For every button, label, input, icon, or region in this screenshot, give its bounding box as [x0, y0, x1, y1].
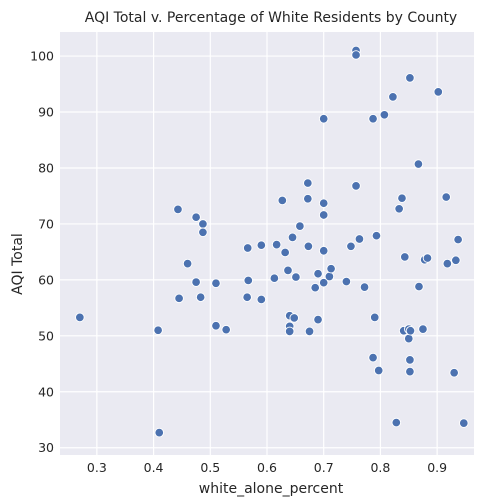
data-point [289, 313, 299, 323]
data-point [397, 193, 407, 203]
x-tick-label: 0.3 [87, 460, 107, 475]
data-point [195, 292, 206, 302]
chart-title: AQI Total v. Percentage of White Residen… [85, 10, 457, 26]
data-point [291, 272, 301, 282]
data-point [173, 204, 183, 215]
x-tick-label: 0.7 [314, 460, 334, 475]
data-point [295, 221, 305, 231]
data-point [198, 219, 208, 229]
data-point [449, 368, 459, 378]
data-point [354, 234, 365, 244]
data-point [451, 255, 461, 266]
data-point [304, 326, 315, 337]
data-point [418, 324, 428, 334]
data-point [414, 281, 424, 292]
y-tick-label: 30 [38, 440, 54, 455]
data-point [198, 227, 208, 238]
data-point [174, 293, 184, 304]
data-point [318, 246, 329, 256]
data-point [368, 352, 378, 363]
data-point [191, 277, 201, 287]
data-point [283, 265, 293, 276]
y-tick-labels: 30 40 50 60 70 80 90 100 [30, 49, 54, 456]
y-tick-label: 100 [30, 49, 54, 64]
data-point [211, 278, 221, 288]
data-point [388, 92, 398, 102]
data-point [368, 113, 378, 124]
data-point [370, 312, 380, 323]
data-point [303, 241, 314, 252]
data-point [391, 417, 402, 428]
data-point [346, 241, 356, 252]
data-point [75, 312, 85, 323]
data-point [211, 321, 221, 331]
data-point [359, 282, 370, 292]
data-point [318, 277, 329, 288]
data-point [413, 159, 424, 169]
data-point [256, 294, 267, 305]
data-point [405, 326, 416, 336]
data-point [324, 271, 335, 282]
data-point [303, 178, 313, 188]
data-point [405, 355, 415, 365]
data-point [280, 247, 290, 258]
data-point [284, 326, 295, 337]
data-point [243, 275, 254, 286]
data-point [256, 240, 267, 250]
data-point [441, 192, 451, 202]
data-point [405, 366, 415, 377]
y-tick-label: 90 [38, 105, 54, 120]
data-point [400, 252, 410, 262]
y-axis-label: AQI Total [10, 233, 26, 295]
y-tick-label: 80 [38, 160, 54, 175]
x-tick-label: 0.4 [144, 460, 164, 475]
y-tick-label: 40 [38, 384, 54, 399]
x-tick-labels: 0.3 0.4 0.5 0.6 0.7 0.8 0.9 [87, 460, 447, 475]
data-point [442, 258, 453, 269]
data-point [371, 230, 382, 241]
data-point [422, 253, 433, 263]
data-point [277, 195, 288, 206]
x-tick-label: 0.6 [257, 460, 277, 475]
data-point [351, 181, 361, 191]
y-tick-label: 60 [38, 272, 54, 287]
y-tick-label: 50 [38, 328, 54, 343]
x-tick-label: 0.8 [370, 460, 390, 475]
data-point [373, 365, 384, 376]
data-point [310, 282, 320, 293]
y-tick-label: 70 [38, 216, 54, 231]
x-tick-label: 0.9 [427, 460, 447, 475]
data-point [394, 204, 404, 214]
data-point [221, 324, 231, 335]
data-point [326, 263, 336, 274]
data-point [313, 268, 323, 279]
data-point [153, 325, 163, 335]
data-point [318, 210, 329, 220]
data-point [313, 314, 323, 325]
data-point [271, 239, 282, 250]
data-point [242, 292, 252, 302]
data-point [405, 73, 415, 83]
data-point [287, 232, 298, 243]
data-point [453, 234, 463, 245]
data-point [459, 418, 469, 428]
data-point [269, 273, 280, 283]
data-point [303, 193, 313, 204]
data-point [191, 212, 201, 222]
data-point [351, 50, 361, 60]
x-axis-label: white_alone_percent [199, 481, 344, 497]
data-point [242, 243, 253, 253]
data-point [318, 198, 329, 208]
data-point [318, 113, 329, 124]
data-point [433, 87, 444, 97]
data-point [182, 258, 193, 269]
data-point [379, 110, 390, 120]
data-points [75, 45, 469, 438]
x-grid [96, 32, 438, 455]
data-point [404, 333, 414, 344]
data-point [341, 276, 352, 287]
x-tick-label: 0.5 [200, 460, 220, 475]
data-point [154, 427, 164, 438]
